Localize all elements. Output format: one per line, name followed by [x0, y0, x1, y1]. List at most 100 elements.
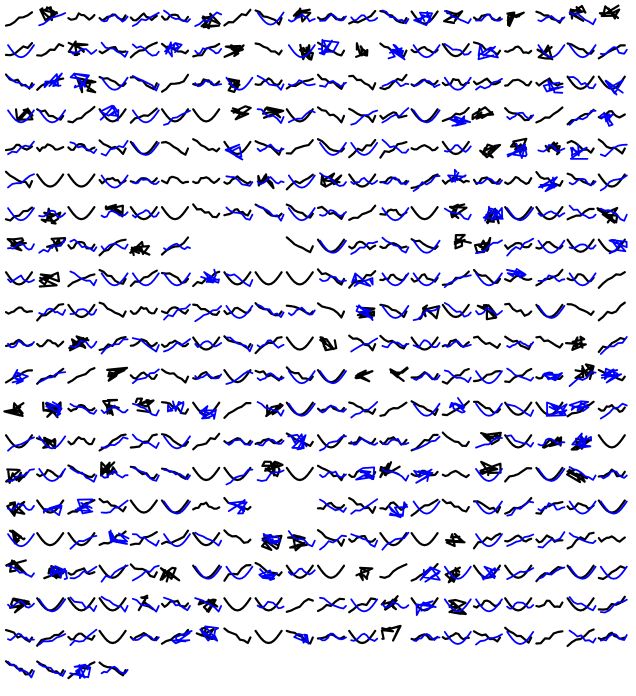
stroke-glyph [443, 433, 469, 446]
stroke-blue [600, 113, 613, 126]
stroke-glyph [68, 13, 94, 19]
stroke-glyph [37, 304, 65, 320]
stroke-blue [39, 372, 65, 382]
stroke-glyph [68, 272, 96, 287]
stroke-glyph [68, 240, 96, 251]
stroke-glyph [193, 109, 219, 121]
stroke-glyph [256, 303, 284, 317]
stroke-glyph [225, 45, 244, 57]
stroke-glyph [320, 337, 336, 350]
stroke-glyph [445, 599, 471, 614]
stroke-glyph [505, 598, 533, 610]
stroke-glyph [100, 140, 128, 155]
stroke-glyph [536, 270, 564, 286]
stroke-glyph [162, 42, 188, 56]
stroke-glyph [197, 626, 218, 640]
stroke-glyph [412, 435, 440, 451]
stroke-glyph [193, 566, 221, 579]
stroke-glyph [443, 272, 471, 288]
stroke-glyph [568, 141, 594, 159]
stroke-dark [320, 337, 336, 350]
stroke-glyph [256, 631, 282, 643]
stroke-glyph [6, 12, 32, 25]
stroke-glyph [6, 142, 34, 155]
stroke-dark [599, 536, 625, 541]
stroke-dark [536, 108, 562, 123]
stroke-glyph [476, 433, 502, 448]
stroke-glyph [474, 270, 502, 285]
stroke-glyph [568, 110, 596, 125]
stroke-glyph [100, 499, 128, 513]
stroke-dark [40, 273, 59, 287]
stroke-glyph [232, 106, 251, 119]
stroke-dark [505, 207, 531, 219]
stroke-glyph [455, 235, 471, 248]
stroke-glyph [476, 462, 502, 481]
stroke-dark [68, 207, 94, 219]
stroke-dark [193, 566, 219, 578]
stroke-glyph [37, 109, 65, 122]
stroke-dark [412, 435, 438, 451]
stroke-glyph [568, 597, 596, 610]
stroke-glyph [474, 566, 500, 580]
stroke-glyph [599, 470, 627, 479]
stroke-glyph [256, 563, 282, 580]
stroke-glyph [6, 308, 32, 314]
stroke-blue [102, 176, 128, 188]
stroke-glyph [536, 373, 562, 381]
stroke-dark [536, 631, 562, 643]
stroke-glyph [474, 178, 502, 185]
stroke-glyph [37, 340, 63, 346]
stroke-glyph [570, 365, 596, 387]
stroke-glyph [480, 145, 500, 158]
stroke-dark [443, 500, 469, 512]
stroke-dark [287, 566, 313, 578]
stroke-dark [232, 106, 251, 119]
stroke-glyph [37, 501, 63, 516]
stroke-glyph [568, 77, 596, 89]
stroke-blue [258, 340, 284, 348]
stroke-glyph [131, 109, 159, 123]
stroke-dark [412, 175, 438, 188]
stroke-glyph [37, 469, 65, 481]
stroke-dark [68, 437, 94, 444]
stroke-glyph [570, 6, 596, 24]
stroke-glyph [37, 369, 65, 384]
stroke-glyph [131, 532, 159, 546]
stroke-glyph [505, 468, 531, 481]
stroke-dark [349, 498, 375, 513]
stroke-dark [193, 109, 219, 121]
stroke-glyph [162, 238, 190, 255]
stroke-glyph [224, 142, 250, 160]
stroke-glyph [380, 238, 408, 253]
stroke-glyph [68, 142, 96, 153]
stroke-dark [130, 242, 149, 255]
stroke-dark [505, 47, 531, 54]
stroke-glyph [258, 462, 284, 481]
stroke-dark [162, 177, 188, 183]
stroke-glyph [318, 530, 346, 549]
stroke-glyph [224, 370, 252, 384]
stroke-dark [568, 566, 594, 578]
stroke-glyph [193, 305, 221, 322]
stroke-glyph [505, 47, 531, 54]
stroke-glyph [318, 207, 346, 219]
stroke-glyph [390, 368, 407, 381]
stroke-glyph [224, 565, 252, 581]
stroke-glyph [536, 502, 564, 514]
stroke-glyph [443, 108, 470, 126]
stroke-glyph [68, 630, 96, 645]
stroke-glyph [68, 533, 96, 549]
stroke-glyph [193, 338, 221, 350]
stroke-dark [37, 44, 63, 56]
stroke-glyph [536, 207, 564, 219]
stroke-dark [318, 435, 344, 447]
stroke-glyph [412, 80, 440, 88]
stroke-blue [389, 45, 405, 60]
stroke-glyph [224, 530, 250, 542]
stroke-dark [224, 10, 250, 26]
stroke-glyph [224, 336, 252, 351]
stroke-glyph [474, 534, 502, 549]
stroke-glyph [71, 74, 96, 93]
stroke-glyph [356, 371, 373, 382]
